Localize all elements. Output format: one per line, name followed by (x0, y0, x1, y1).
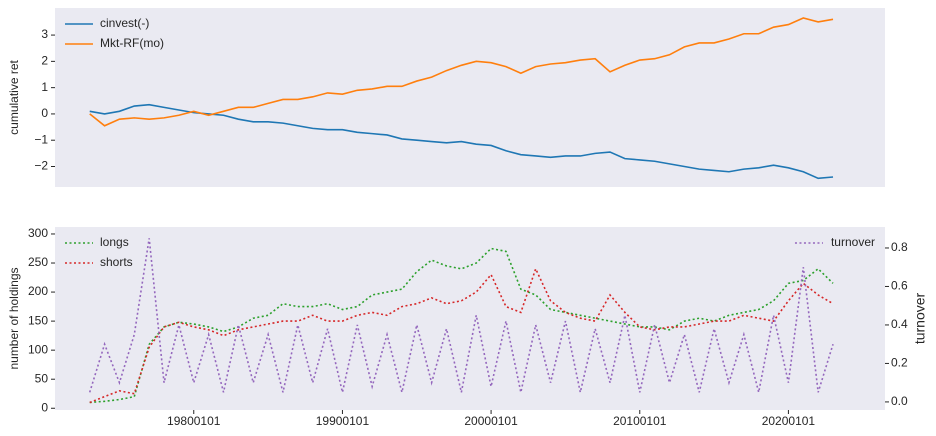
series-line (89, 17, 834, 127)
y2-tick-label: 0.2 (891, 356, 908, 370)
x-tick-label: 20000101 (464, 414, 518, 428)
y-tick-label: 100 (28, 342, 48, 356)
y2-tick-label: 0.0 (891, 394, 908, 408)
x-tick-label: 20100101 (613, 414, 667, 428)
y-tick-label: 200 (28, 284, 48, 298)
y2-tick-label: 0.6 (891, 279, 908, 293)
series-line (88, 238, 834, 393)
y2-axis-label: turnover (912, 292, 928, 344)
x-tick-label: 19800101 (167, 414, 221, 428)
y-tick-label: 3 (41, 27, 48, 41)
y-tick-label: 250 (28, 255, 48, 269)
legend-label: longs (100, 235, 129, 249)
y-tick-label: 2 (41, 54, 48, 68)
legend-label: Mkt-RF(mo) (100, 36, 164, 50)
y-tick-label: −2 (34, 159, 48, 173)
y-tick-label: −1 (34, 132, 48, 146)
x-tick-label: 19900101 (316, 414, 370, 428)
y-tick-label: 150 (28, 313, 48, 327)
legend-label: turnover (831, 235, 875, 249)
y-tick-label: 300 (28, 226, 48, 240)
plot-area (55, 8, 885, 187)
y2-tick-label: 0.4 (891, 317, 908, 331)
x-tick-label: 20200101 (762, 414, 816, 428)
y2-tick-label: 0.8 (891, 240, 908, 254)
y-tick-label: 50 (35, 371, 49, 385)
y-axis-label: number of holdings (7, 267, 21, 369)
y-tick-label: 0 (41, 400, 48, 414)
legend-label: cinvest(-) (100, 16, 149, 30)
y-axis-label: cumulative ret (7, 59, 21, 134)
legend-label: shorts (100, 255, 133, 269)
y-tick-label: 1 (41, 80, 48, 94)
series-line (89, 266, 834, 404)
y-tick-label: 0 (41, 106, 48, 120)
